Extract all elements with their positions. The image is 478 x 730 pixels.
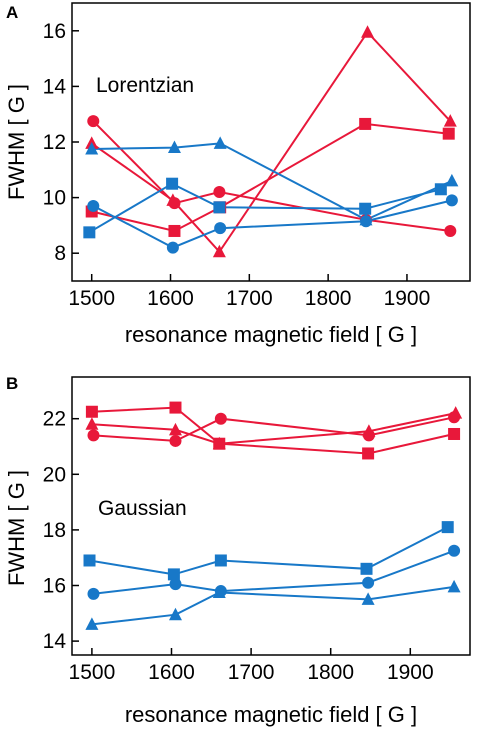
panel-a-label: A bbox=[6, 3, 18, 22]
panel-a-ytick-label: 8 bbox=[54, 242, 66, 265]
panel-b-point-red-circle bbox=[448, 411, 461, 424]
panel-a-point-blue-circle bbox=[445, 194, 458, 207]
panel-b-ytick-label: 20 bbox=[43, 463, 66, 486]
panel-b-point-blue-square bbox=[360, 562, 373, 575]
panel-b-point-blue-triangle bbox=[361, 592, 375, 605]
panel-b-point-blue-triangle bbox=[168, 607, 182, 621]
panel-a-xtick-label: 1500 bbox=[68, 287, 115, 310]
panel-a-point-blue-square bbox=[83, 226, 96, 239]
panel-b-series-line-blue-square bbox=[89, 526, 449, 576]
panel-a-ytick-label: 12 bbox=[43, 131, 66, 154]
panel-a-xtick-label: 1800 bbox=[305, 287, 352, 310]
panel-b-xtick-label: 1700 bbox=[228, 661, 275, 684]
panel-a-point-red-triangle bbox=[443, 114, 457, 127]
panel-a: A 1500 1600 1700 1800 1900 8 10 12 14 16 Lorentzi… bbox=[4, 2, 471, 347]
panel-b-point-blue-circle bbox=[169, 578, 182, 591]
panel-a-point-blue-triangle bbox=[167, 140, 181, 154]
panel-a-point-red-square bbox=[442, 127, 455, 140]
panel-b-point-blue-triangle bbox=[447, 579, 461, 593]
panel-b-ylabel: FWHM [ G ] bbox=[4, 470, 29, 586]
panel-a-point-blue-square bbox=[213, 201, 226, 214]
panel-b-point-red-triangle bbox=[85, 417, 99, 430]
panel-b-xtick-label: 1500 bbox=[69, 661, 116, 684]
panel-a-point-blue-square bbox=[166, 177, 179, 190]
panel-a-xtick-label: 1600 bbox=[147, 287, 194, 310]
panel-a-xtick-label: 1900 bbox=[384, 287, 431, 310]
panel-a-point-red-square bbox=[359, 117, 372, 130]
panel-b-plot-frame bbox=[71, 376, 471, 656]
panel-a-point-blue-triangle bbox=[445, 173, 459, 187]
panel-b-point-red-circle bbox=[169, 434, 182, 447]
panel-a-series-line-red-triangle bbox=[91, 30, 452, 254]
panel-a-point-red-circle bbox=[444, 224, 457, 237]
panel-a-plot-frame bbox=[71, 2, 471, 282]
panel-b-point-red-square bbox=[169, 401, 182, 414]
panel-a-point-blue-triangle bbox=[213, 136, 227, 149]
panel-b-point-red-square bbox=[362, 447, 375, 460]
panel-a-xtick-label: 1700 bbox=[226, 287, 273, 310]
panel-b-xlabel: resonance magnetic field [ G ] bbox=[125, 702, 417, 727]
panel-b-xtick-label: 1600 bbox=[148, 661, 195, 684]
panel-a-markers bbox=[83, 25, 459, 258]
panel-b-point-blue-square bbox=[167, 568, 180, 581]
panel-a-ylabel: FWHM [ G ] bbox=[4, 84, 29, 200]
panel-b-ytick-label: 18 bbox=[43, 519, 66, 542]
panel-a-xlabel: resonance magnetic field [ G ] bbox=[125, 322, 417, 347]
panel-b-ytick-label: 22 bbox=[43, 408, 66, 431]
panel-a-point-blue-square bbox=[359, 202, 372, 215]
panel-b: B 1500 1600 1700 1800 1900 14 16 18 20 22 Gaussia… bbox=[4, 374, 471, 727]
panel-b-series-line-red-square bbox=[91, 406, 455, 455]
panel-b-xtick-label: 1900 bbox=[387, 661, 434, 684]
panel-a-ytick-label: 10 bbox=[43, 187, 66, 210]
panel-a-series-lines bbox=[88, 30, 453, 254]
panel-a-point-blue-triangle bbox=[85, 141, 99, 155]
panel-a-point-blue-circle bbox=[359, 215, 372, 228]
panel-a-point-blue-circle bbox=[214, 222, 227, 235]
panel-b-point-red-circle bbox=[214, 412, 227, 425]
panel-b-point-red-circle bbox=[362, 429, 375, 442]
panel-b-ytick-label: 14 bbox=[43, 630, 67, 653]
panel-a-point-red-circle bbox=[87, 115, 100, 128]
panel-b-point-blue-square bbox=[441, 521, 454, 534]
panel-b-point-blue-triangle bbox=[85, 617, 99, 630]
panel-b-ytick-label: 16 bbox=[43, 575, 66, 598]
panel-a-point-red-triangle bbox=[212, 244, 226, 258]
panel-b-point-red-circle bbox=[87, 429, 100, 442]
panel-a-point-blue-circle bbox=[166, 241, 179, 254]
panel-b-point-blue-circle bbox=[362, 576, 375, 589]
panel-b-point-blue-circle bbox=[448, 544, 461, 557]
panel-a-point-blue-square bbox=[434, 183, 447, 196]
panel-b-point-red-square bbox=[213, 437, 226, 450]
panel-a-annotation: Lorentzian bbox=[96, 74, 194, 97]
panel-a-ytick-label: 14 bbox=[43, 75, 67, 98]
panel-b-series-line-blue-triangle bbox=[91, 585, 455, 626]
panel-a-ticks: 1500 1600 1700 1800 1900 8 10 12 14 16 bbox=[43, 20, 431, 310]
panel-b-point-blue-circle bbox=[214, 585, 227, 598]
panel-a-point-red-square bbox=[168, 224, 181, 237]
panel-b-point-blue-circle bbox=[87, 587, 100, 600]
panel-b-point-red-square bbox=[448, 427, 461, 440]
panel-a-series-line-blue-square bbox=[88, 182, 442, 234]
panel-a-point-red-circle bbox=[213, 186, 226, 199]
panel-b-series-line-blue-circle bbox=[93, 549, 455, 595]
panel-b-point-blue-square bbox=[214, 554, 227, 567]
panel-a-ytick-label: 16 bbox=[43, 20, 66, 43]
panel-b-markers bbox=[83, 401, 463, 630]
panel-b-xtick-label: 1800 bbox=[307, 661, 354, 684]
panel-b-label: B bbox=[6, 374, 18, 393]
panel-b-point-red-square bbox=[85, 405, 98, 418]
panel-b-series-line-red-circle bbox=[93, 416, 455, 442]
panel-a-point-blue-circle bbox=[87, 199, 100, 212]
panel-b-ticks: 1500 1600 1700 1800 1900 14 16 18 20 22 bbox=[43, 408, 434, 684]
panel-b-annotation: Gaussian bbox=[98, 497, 187, 520]
panel-a-point-red-triangle bbox=[361, 25, 375, 38]
panel-b-point-blue-square bbox=[83, 554, 96, 567]
panel-a-point-red-circle bbox=[168, 197, 181, 210]
panel-b-point-red-triangle bbox=[168, 422, 182, 436]
